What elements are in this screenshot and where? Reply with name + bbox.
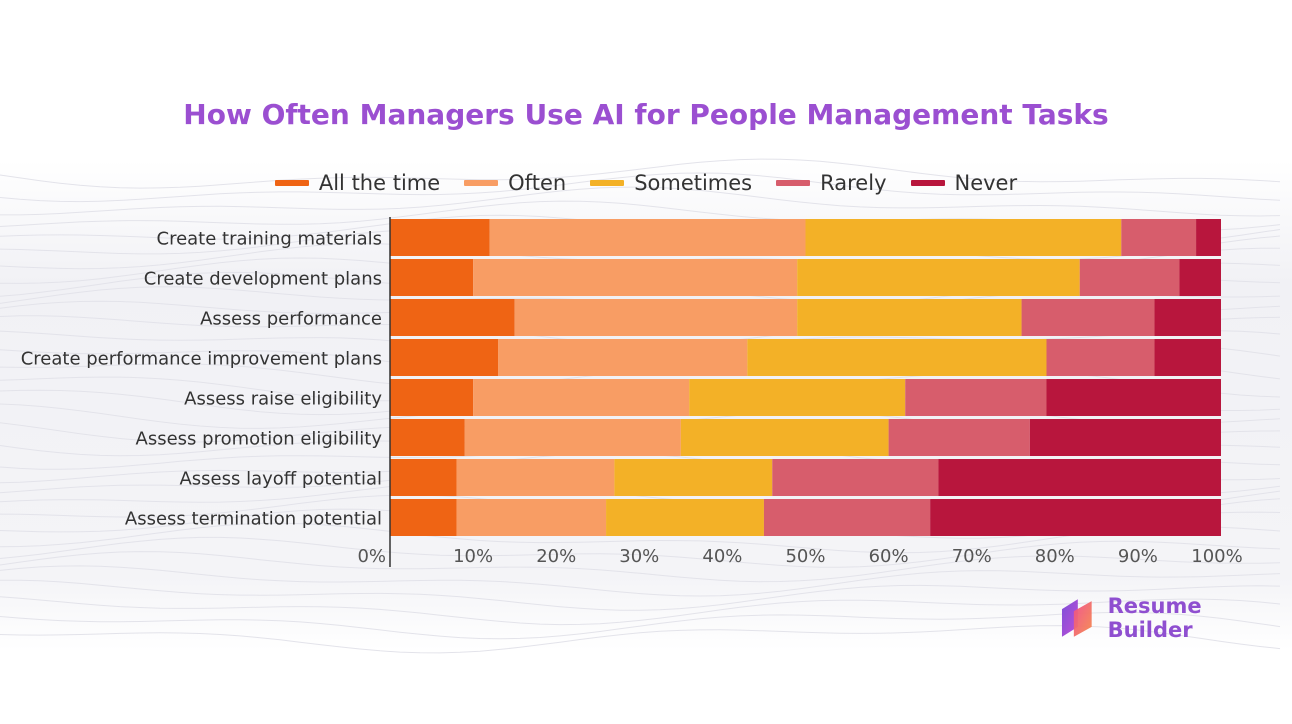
- bar-segment-never: [1046, 379, 1221, 416]
- bar-segment-rarely: [905, 379, 1047, 416]
- legend-swatch: [590, 180, 625, 186]
- category-label: Assess layoff potential: [179, 469, 382, 490]
- bar-segment-sometimes: [747, 339, 1047, 376]
- bar-segment-never: [1196, 219, 1221, 256]
- x-tick-label: 20%: [536, 546, 576, 567]
- bar-segment-rarely: [1046, 339, 1155, 376]
- bar-segment-sometimes: [805, 219, 1122, 256]
- x-tick-label: 100%: [1191, 546, 1242, 567]
- bar-segment-often: [473, 379, 690, 416]
- legend-label: Sometimes: [634, 171, 753, 195]
- bar-segment-all-the-time: [390, 379, 474, 416]
- category-label: Assess raise eligibility: [184, 389, 382, 410]
- bar-segment-rarely: [1021, 299, 1155, 336]
- bar-segment-never: [938, 459, 1221, 496]
- legend-label: Rarely: [820, 171, 887, 195]
- x-tick-label: 80%: [1035, 546, 1075, 567]
- legend-item-never: Never: [910, 171, 1018, 195]
- legend-swatch: [274, 180, 309, 186]
- bar-segment-never: [1029, 419, 1221, 456]
- category-label: Create performance improvement plans: [21, 349, 382, 370]
- category-label: Assess performance: [200, 309, 382, 330]
- bar-segment-rarely: [772, 459, 939, 496]
- bar-segment-all-the-time: [390, 459, 457, 496]
- category-label: Create training materials: [157, 229, 383, 250]
- bar-segment-never: [1154, 299, 1221, 336]
- chart-legend: All the time Often Sometimes Rarely Never: [0, 171, 1292, 195]
- bar-segment-sometimes: [797, 299, 1022, 336]
- x-tick-label: 50%: [785, 546, 825, 567]
- bar-segment-rarely: [1121, 219, 1197, 256]
- bar-segment-often: [456, 499, 607, 536]
- bar-segment-all-the-time: [390, 499, 457, 536]
- bar-segment-sometimes: [606, 499, 764, 536]
- bar-segment-all-the-time: [390, 259, 474, 296]
- brand-name: Resume Builder: [1107, 594, 1202, 642]
- x-tick-label: 40%: [702, 546, 742, 567]
- bar-segment-all-the-time: [390, 219, 490, 256]
- brand-mark: Resume Builder: [1060, 594, 1292, 642]
- bar-segment-never: [1179, 259, 1221, 296]
- category-label: Create development plans: [144, 269, 382, 290]
- legend-label: All the time: [318, 171, 441, 195]
- x-tick-label: 0%: [357, 546, 386, 567]
- legend-item-sometimes: Sometimes: [590, 171, 752, 195]
- bar-segment-rarely: [763, 499, 931, 536]
- bar-segment-often: [456, 459, 615, 496]
- legend-label: Never: [954, 171, 1018, 195]
- x-tick-label: 90%: [1118, 546, 1158, 567]
- bar-segment-often: [514, 299, 798, 336]
- category-label: Assess promotion eligibility: [136, 429, 383, 450]
- legend-label: Often: [508, 171, 567, 195]
- legend-item-all-the-time: All the time: [274, 171, 441, 195]
- bar-segment-often: [473, 259, 798, 296]
- bar-segment-all-the-time: [390, 339, 499, 376]
- bar-segment-rarely: [1079, 259, 1180, 296]
- bar-segment-never: [930, 499, 1221, 536]
- bar-segment-sometimes: [614, 459, 773, 496]
- chart-title: How Often Managers Use AI for People Man…: [183, 98, 1109, 131]
- bar-segment-sometimes: [689, 379, 906, 416]
- legend-swatch: [910, 180, 945, 186]
- bar-segment-rarely: [888, 419, 1030, 456]
- legend-item-often: Often: [464, 171, 566, 195]
- x-tick-label: 10%: [453, 546, 493, 567]
- legend-swatch: [464, 180, 499, 186]
- bar-segment-sometimes: [680, 419, 889, 456]
- bar-segment-all-the-time: [390, 419, 465, 456]
- bar-segment-often: [498, 339, 748, 376]
- category-label: Assess termination potential: [125, 509, 382, 530]
- bar-segment-often: [489, 219, 806, 256]
- bar-segment-often: [464, 419, 681, 456]
- x-tick-label: 60%: [869, 546, 909, 567]
- resume-builder-logo-icon: [1061, 599, 1092, 637]
- bar-segment-all-the-time: [390, 299, 515, 336]
- bar-segment-never: [1154, 339, 1221, 376]
- bar-segment-sometimes: [797, 259, 1080, 296]
- x-tick-label: 70%: [952, 546, 992, 567]
- legend-item-rarely: Rarely: [776, 171, 887, 195]
- x-tick-label: 30%: [619, 546, 659, 567]
- legend-swatch: [776, 180, 811, 186]
